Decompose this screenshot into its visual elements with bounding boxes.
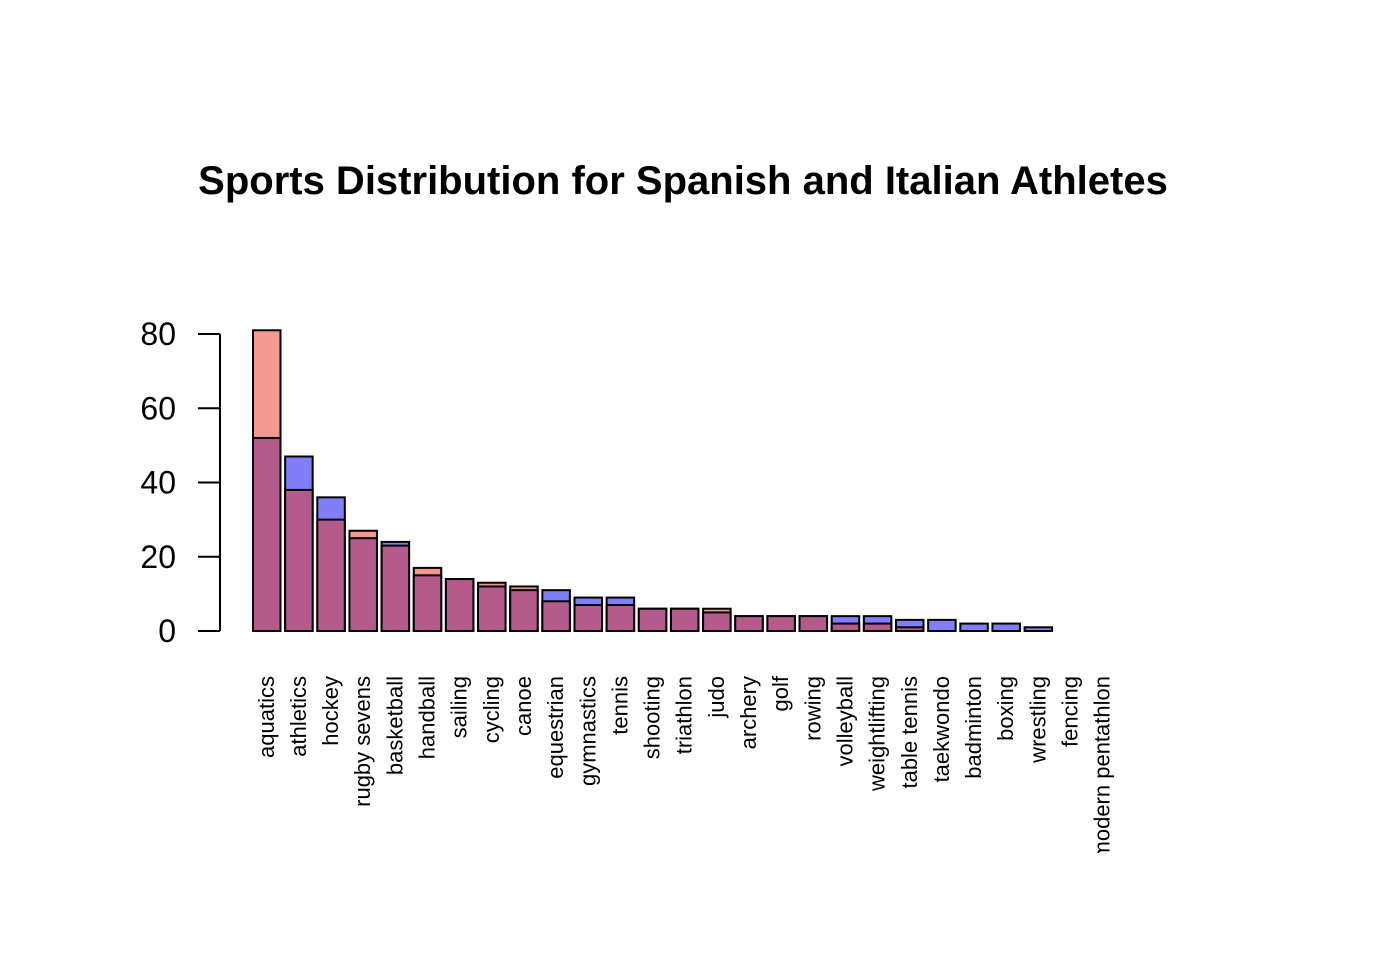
bar-taekwondo [927,618,957,632]
bar-overlap-handball [412,574,443,632]
bar-overlap-shooting [637,607,668,632]
x-tick-label: badminton [961,676,986,779]
x-tick-label: table tennis [897,676,922,789]
x-tick-label: gymnastics [575,676,600,786]
x-tick-label: handball [415,676,440,759]
x-tick-label: weightlifting [865,676,890,792]
bar-overlap-rugby-sevens [348,537,378,632]
x-tick-label: rugby sevens [350,676,375,807]
x-tick-label: basketball [382,676,407,775]
x-tick-label: rowing [800,676,825,741]
bar-overlap-equestrian [541,600,571,632]
bar-overlap-aquatics [252,436,282,633]
bar-overlap-gymnastics [573,604,603,633]
x-tick-label: cycling [479,676,504,743]
x-tick-label: triathlon [672,676,697,754]
bar-badminton [959,622,989,633]
y-tick-label: 0 [158,613,176,649]
x-tick-label: volleyball [832,676,857,767]
bar-overlap-basketball [380,544,411,632]
x-tick-label: taekwondo [929,676,954,782]
y-tick-label: 40 [140,465,176,501]
bar-wrestling [1023,626,1054,632]
chart-title: Sports Distribution for Spanish and Ital… [198,159,1168,203]
x-tick-label: hockey [318,676,343,746]
bar-overlap-hockey [316,518,346,632]
x-tick-label: archery [736,676,761,749]
bar-overlap-judo [702,611,732,632]
y-axis: 0 20 40 60 80 [140,316,221,649]
x-tick-label: judo [704,676,729,719]
x-tick-label: aquatics [254,676,279,758]
bar-overlap-volleyball [830,622,861,633]
bar-overlap-table-tennis [895,626,925,632]
y-tick-label: 60 [140,390,176,426]
x-tick-label: modern pentathlon [1090,676,1115,859]
bar-overlap-canoe [509,589,539,632]
bars-layer [252,329,1054,633]
x-tick-label: athletics [286,676,311,757]
x-tick-label: golf [768,675,793,711]
bar-overlap-archery [734,615,764,633]
bar-overlap-golf [766,615,796,633]
x-tick-labels: aquatics athletics hockey rugby sevens baske… [254,675,1115,859]
x-tick-label: shooting [640,676,665,759]
bar-boxing [991,622,1021,633]
x-tick-label: boxing [993,676,1018,741]
bar-overlap-triathlon [669,607,700,632]
x-tick-label: equestrian [543,676,568,779]
x-tick-label: canoe [511,676,536,736]
bar-overlap-tennis [605,604,636,633]
bar-overlap-athletics [284,488,314,632]
x-tick-label: fencing [1058,676,1083,747]
x-tick-label: wrestling [1025,676,1050,764]
y-tick-label: 20 [140,539,176,575]
bar-overlap-weightlifting [862,622,893,633]
bar-overlap-rowing [798,615,829,633]
x-tick-label: tennis [607,676,632,735]
x-tick-label: sailing [447,676,472,738]
bar-overlap-cycling [477,585,507,633]
bar-overlap-sailing [444,578,475,633]
y-tick-label: 80 [140,316,176,352]
